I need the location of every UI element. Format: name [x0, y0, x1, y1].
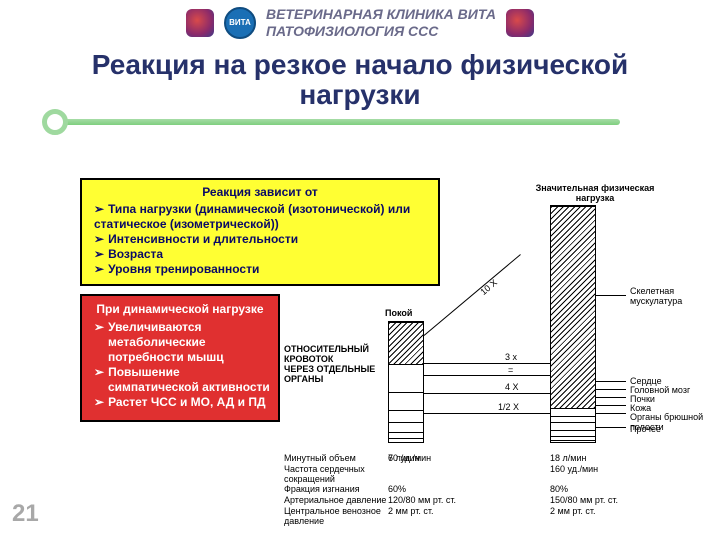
- slide-title: Реакция на резкое начало физической нагр…: [0, 44, 720, 120]
- header-line-1: ВЕТЕРИНАРНАЯ КЛИНИКА ВИТА: [266, 6, 496, 23]
- row-hr: Частота сердечных сокращений: [284, 464, 394, 484]
- mult-3x: 3 x: [505, 353, 517, 363]
- row-mo: Минутный объем: [284, 453, 384, 463]
- load-mo: 18 л/мин: [550, 453, 586, 463]
- vita-logo-icon: ВИТА: [224, 7, 256, 39]
- mult-half: 1/2 X: [498, 403, 519, 413]
- factor-item: Уровня тренированности: [94, 262, 430, 277]
- dynamic-item: Повышение симпатической активности: [94, 365, 270, 395]
- bar-load: [550, 205, 596, 443]
- header-line-2: ПАТОФИЗИОЛОГИЯ ССС: [266, 23, 496, 40]
- divider: [60, 119, 620, 125]
- row-bp: Артериальное давление: [284, 495, 394, 505]
- row-ef: Фракция изгнания: [284, 484, 384, 494]
- load-bp: 150/80 мм рт. ст.: [550, 495, 618, 505]
- bar-rest: [388, 321, 424, 443]
- factors-subtitle: Реакция зависит от: [90, 185, 430, 200]
- mult-10x: 10 X: [479, 278, 500, 297]
- dynamic-list: Увеличиваются метаболические потребности…: [90, 320, 270, 410]
- header-text: ВЕТЕРИНАРНАЯ КЛИНИКА ВИТА ПАТОФИЗИОЛОГИЯ…: [266, 6, 496, 40]
- rest-hr: 70 уд./мин: [388, 453, 431, 463]
- anatomy-icon: [186, 9, 214, 37]
- mult-eq: =: [508, 366, 513, 376]
- legend-other: Прочее: [630, 425, 661, 435]
- diagram-top-label: Значительная физическая нагрузка: [535, 183, 655, 203]
- left-title-4: ОРГАНЫ: [284, 375, 384, 385]
- factors-list: Типа нагрузки (динамической (изотоническ…: [90, 202, 430, 277]
- page-number: 21: [12, 500, 39, 528]
- row-cvp: Центральное венозное давление: [284, 506, 394, 526]
- load-hr: 160 уд./мин: [550, 464, 598, 474]
- load-ef: 80%: [550, 484, 568, 494]
- factor-item: Интенсивности и длительности: [94, 232, 430, 247]
- dynamic-item: Растет ЧСС и МО, АД и ПД: [94, 395, 270, 410]
- bullet-dot-icon: [42, 109, 68, 135]
- factor-item: Возраста: [94, 247, 430, 262]
- factor-item: Типа нагрузки (динамической (изотоническ…: [94, 202, 430, 232]
- rest-bp: 120/80 мм рт. ст.: [388, 495, 456, 505]
- mult-4x: 4 X: [505, 383, 519, 393]
- heart-icon: [506, 9, 534, 37]
- rest-label: Покой: [385, 309, 412, 319]
- dynamic-load-box: При динамической нагрузке Увеличиваются …: [80, 294, 280, 422]
- load-cvp: 2 мм рт. ст.: [550, 506, 595, 516]
- dynamic-subtitle: При динамической нагрузке: [90, 302, 270, 317]
- factors-box: Реакция зависит от Типа нагрузки (динами…: [80, 178, 440, 286]
- rest-cvp: 2 мм рт. ст.: [388, 506, 433, 516]
- rest-ef: 60%: [388, 484, 406, 494]
- slide-header: ВИТА ВЕТЕРИНАРНАЯ КЛИНИКА ВИТА ПАТОФИЗИО…: [0, 0, 720, 44]
- legend-muscle: Скелетная мускулатура: [630, 287, 700, 307]
- dynamic-item: Увеличиваются метаболические потребности…: [94, 320, 270, 365]
